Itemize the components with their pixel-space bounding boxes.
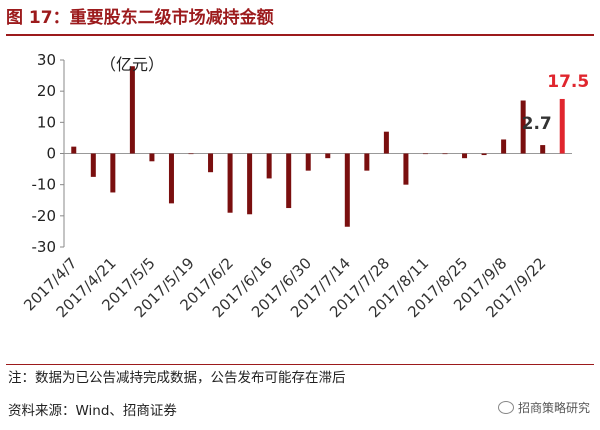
bar bbox=[168, 153, 174, 204]
bar-chart: 30 20 10 0 -10 -20 -30 2.7 17.5 2017/4/72017/4/… bbox=[20, 51, 590, 321]
bar bbox=[559, 98, 565, 154]
unit-label: （亿元） bbox=[100, 55, 164, 74]
y-axis: 30 20 10 0 -10 -20 -30 bbox=[32, 51, 572, 256]
figure-title: 图 17：重要股东二级市场减持金额 bbox=[6, 8, 274, 28]
y-tick-label: -10 bbox=[32, 176, 57, 194]
y-tick-label: -20 bbox=[32, 207, 57, 225]
bar bbox=[208, 153, 214, 173]
data-label: 2.7 bbox=[522, 114, 552, 134]
bar bbox=[442, 153, 448, 155]
bar bbox=[501, 139, 507, 154]
bar bbox=[71, 146, 77, 154]
watermark-text: 招商策略研究 bbox=[517, 401, 590, 415]
bar bbox=[364, 153, 370, 171]
bar bbox=[422, 153, 428, 155]
y-tick-label: 20 bbox=[37, 82, 56, 100]
bar bbox=[266, 153, 272, 179]
bar bbox=[481, 153, 487, 156]
bar bbox=[149, 153, 155, 162]
y-tick-label: 30 bbox=[37, 51, 56, 69]
bar bbox=[129, 66, 135, 154]
bar bbox=[403, 153, 409, 185]
footer-divider bbox=[6, 364, 594, 365]
title-divider bbox=[6, 34, 594, 36]
bar bbox=[462, 153, 468, 159]
bar bbox=[520, 100, 526, 154]
data-labels: 2.7 17.5 bbox=[522, 72, 590, 134]
bar bbox=[325, 153, 331, 159]
bar-series bbox=[71, 66, 565, 227]
bar bbox=[286, 153, 292, 209]
bar bbox=[110, 153, 116, 193]
watermark: 招商策略研究 bbox=[497, 399, 590, 416]
bar bbox=[227, 153, 233, 213]
y-tick-label: 10 bbox=[37, 113, 56, 131]
bar bbox=[247, 153, 253, 215]
y-tick-label: -30 bbox=[32, 238, 57, 256]
x-axis-ticks: 2017/4/72017/4/212017/5/52017/5/192017/6… bbox=[20, 254, 549, 321]
bar bbox=[344, 153, 350, 227]
wechat-icon bbox=[497, 401, 514, 414]
y-tick-label: 0 bbox=[46, 145, 56, 163]
footnote: 注：数据为已公告减持完成数据，公告发布可能存在滞后 bbox=[8, 370, 346, 386]
bar bbox=[305, 153, 311, 171]
bar bbox=[383, 131, 389, 154]
data-label: 17.5 bbox=[547, 72, 589, 92]
bar bbox=[90, 153, 96, 177]
bar bbox=[540, 145, 546, 154]
bar bbox=[188, 153, 194, 155]
source-line: 资料来源：Wind、招商证券 bbox=[8, 403, 177, 419]
